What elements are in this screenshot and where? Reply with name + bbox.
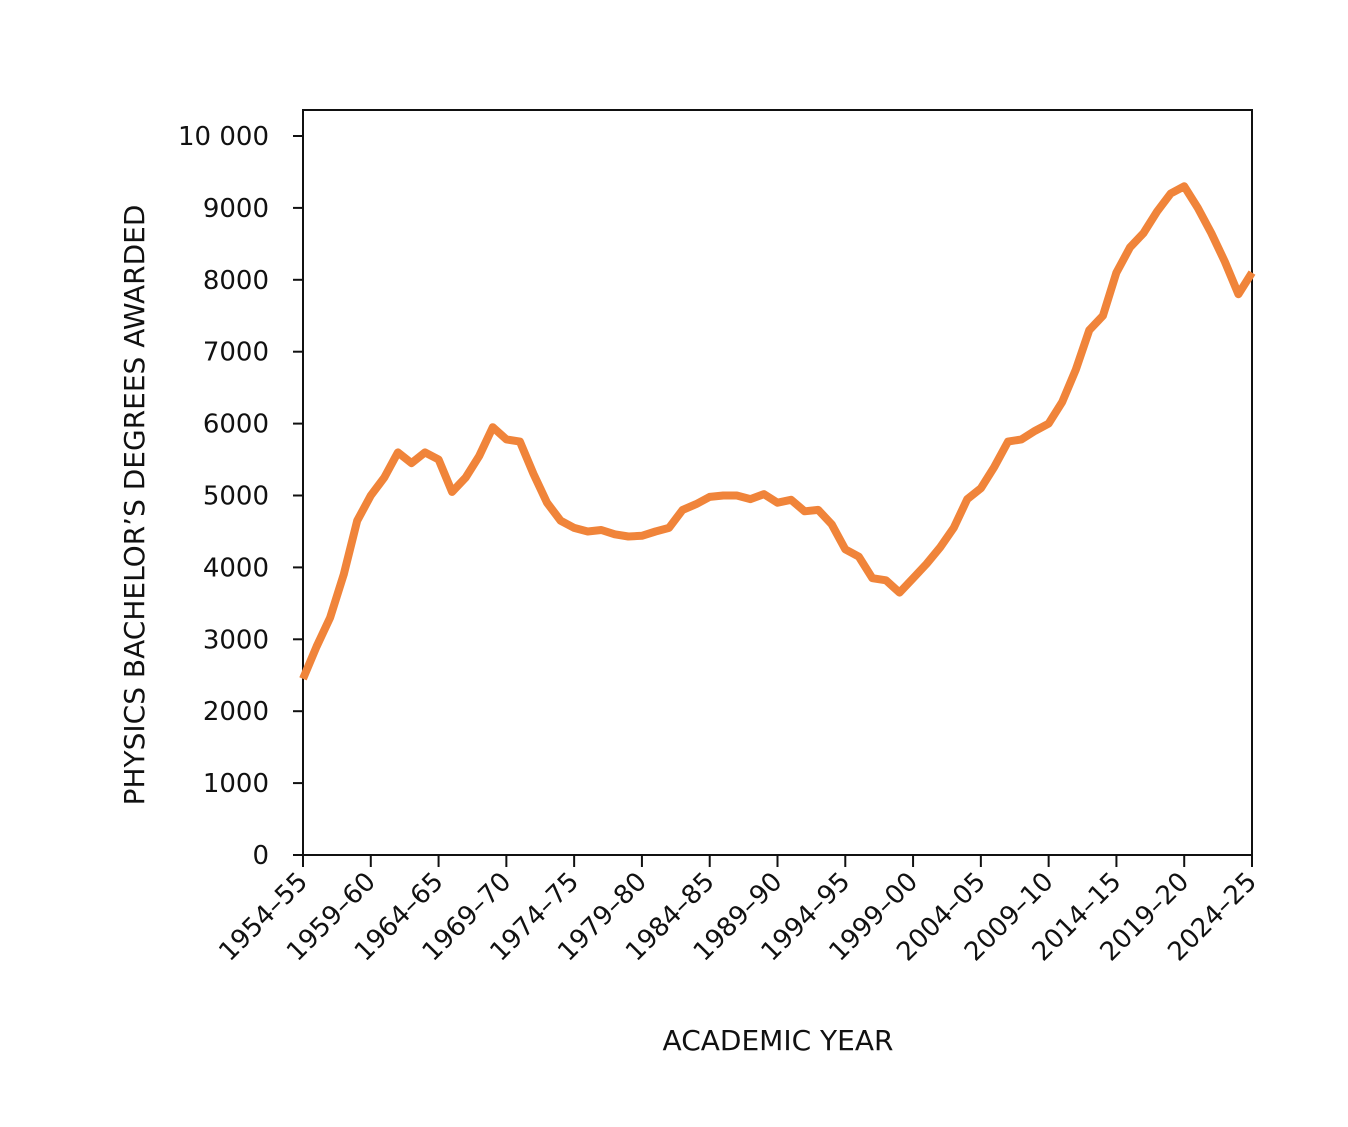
y-tick-label: 3000 [203,625,269,655]
series-layer [299,182,1256,681]
y-tick-label: 6000 [203,410,269,440]
y-tick-label: 4000 [203,553,269,583]
x-axis-title: ACADEMIC YEAR [663,1024,894,1057]
y-tick-label: 5000 [203,482,269,512]
y-tick-label: 8000 [203,266,269,296]
y-tick-label: 0 [252,841,269,871]
y-tick-label: 10 000 [178,122,269,152]
y-tick-label: 7000 [203,338,269,368]
series-line [299,182,1256,681]
y-tick-label: 9000 [203,194,269,224]
y-tick-label: 1000 [203,769,269,799]
y-axis: 0 1000 2000 3000 4000 5000 6000 7000 8000 9000 10 … [178,122,303,871]
y-tick-label: 2000 [203,697,269,727]
y-axis-title: PHYSICS BACHELOR’S DEGREES AWARDED [118,205,151,806]
x-axis: 1954–551959–601964–651969–701974–751979–… [213,855,1263,967]
